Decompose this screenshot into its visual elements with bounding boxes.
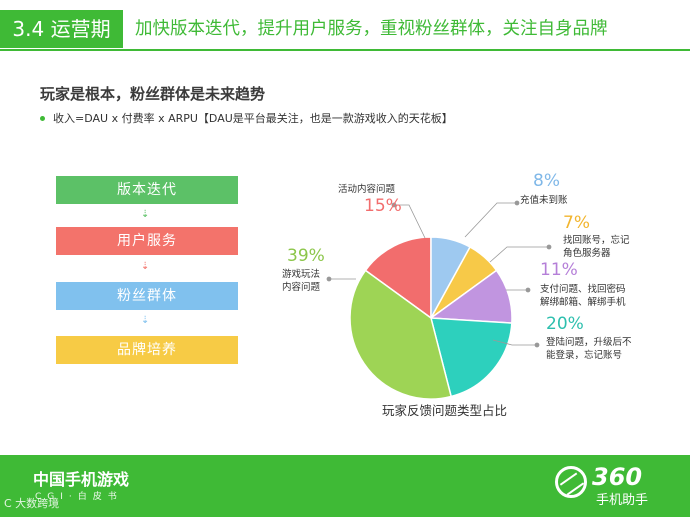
header-title: 加快版本迭代，提升用户服务，重视粉丝群体，关注自身品牌: [135, 19, 608, 39]
pie-slice-15: [364, 236, 432, 320]
pct-recharge: 8%: [533, 171, 560, 191]
pct-activity: 15%: [364, 196, 402, 216]
slide-subtitle: 玩家是根本，粉丝群体是未来趋势: [40, 85, 266, 103]
pie-slice-20: [430, 317, 513, 398]
watermark-text: C 大数跨境: [4, 497, 60, 510]
label-activity: 活动内容问题: [338, 184, 396, 195]
flow-arrow-icon: ⇣: [141, 209, 150, 220]
flow-step-fans: 粉丝群体: [56, 282, 238, 310]
label-recharge: 充值未到账: [520, 195, 568, 206]
formula-bullet: 收入=DAU x 付费率 x ARPU【DAU是平台最关注，也是一款游戏收入的天…: [40, 110, 453, 126]
label-account-2: 角色服务器: [563, 248, 611, 259]
label-account-1: 找回账号，忘记: [563, 235, 630, 246]
header-bar: 3.4 运营期 加快版本迭代，提升用户服务，重视粉丝群体，关注自身品牌: [0, 10, 690, 48]
label-login-1: 登陆问题，升级后不: [546, 337, 632, 348]
pct-payment: 11%: [540, 260, 578, 280]
formula-text: 收入=DAU x 付费率 x ARPU【DAU是平台最关注，也是一款游戏收入的天…: [53, 112, 453, 125]
label-gameplay-1: 游戏玩法: [282, 269, 321, 280]
pct-account: 7%: [563, 213, 590, 233]
footer-bar: 中国手机游戏 CGI·白皮书 C 大数跨境 360 手机助手: [0, 455, 690, 517]
flow-step-service: 用户服务: [56, 227, 238, 255]
pct-login: 20%: [546, 314, 584, 334]
leader-line-15: [394, 204, 426, 239]
label-payment-2: 解绑邮箱、解绑手机: [540, 297, 626, 308]
leader-line-7: [489, 246, 549, 263]
label-login-2: 能登录，忘记账号: [546, 350, 623, 361]
chart-title: 玩家反馈问题类型占比: [382, 403, 508, 418]
leader-line-20: [492, 339, 537, 346]
header-divider: [0, 49, 690, 51]
360-logo-icon: [555, 466, 587, 498]
bullet-dot-icon: [40, 115, 45, 121]
logo-number: 360: [592, 463, 643, 491]
pct-gameplay: 39%: [287, 246, 325, 266]
label-payment-1: 支付问题、找回密码: [540, 284, 626, 295]
footer-subtitle: CGI·白皮书: [35, 492, 123, 502]
pie-slice-39: [349, 269, 453, 400]
label-gameplay-2: 内容问题: [282, 282, 321, 293]
flow-step-brand: 品牌培养: [56, 336, 238, 364]
section-tag: 3.4 运营期: [0, 10, 123, 48]
leader-line-8: [464, 202, 517, 238]
flow-arrow-icon: ⇣: [141, 261, 150, 272]
flow-step-version: 版本迭代: [56, 176, 238, 204]
flow-arrow-icon: ⇣: [141, 315, 150, 326]
logo-text: 手机助手: [596, 493, 649, 508]
footer-title: 中国手机游戏: [33, 470, 130, 489]
